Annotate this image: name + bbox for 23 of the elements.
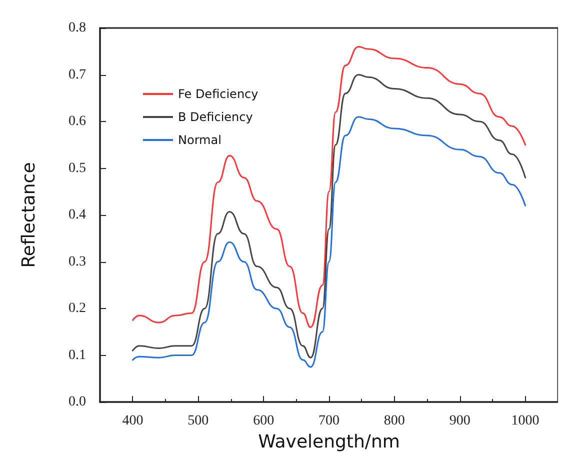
x-tick-label: 400 — [122, 414, 144, 428]
x-tick-label: 800 — [384, 414, 405, 428]
y-tick-label: 0.0 — [68, 394, 86, 410]
x-tick-label: 700 — [318, 414, 340, 428]
y-tick-label: 0.2 — [68, 301, 86, 316]
y-tick-label: 0.3 — [68, 254, 86, 270]
x-axis-title: Wavelength/nm — [258, 431, 400, 452]
x-tick-label: 1000 — [511, 414, 540, 428]
x-tick-label: 600 — [253, 414, 274, 428]
y-axis-title: Reflectance — [18, 162, 40, 268]
x-tick-label: 900 — [449, 414, 470, 428]
legend-label: B Deficiency — [178, 110, 253, 124]
y-tick-label: 0.5 — [68, 160, 86, 176]
line-series — [132, 74, 526, 358]
x-tick-label: 500 — [188, 414, 209, 428]
y-tick-label: 0.8 — [68, 20, 86, 36]
legend-label: Normal — [178, 133, 222, 147]
line-series — [132, 46, 526, 328]
legend-label: Fe Deficiency — [178, 87, 258, 101]
y-tick-label: 0.6 — [68, 114, 86, 129]
y-tick-label: 0.4 — [68, 208, 86, 222]
y-tick-label: 0.7 — [68, 67, 86, 82]
y-tick-label: 0.1 — [68, 348, 86, 363]
